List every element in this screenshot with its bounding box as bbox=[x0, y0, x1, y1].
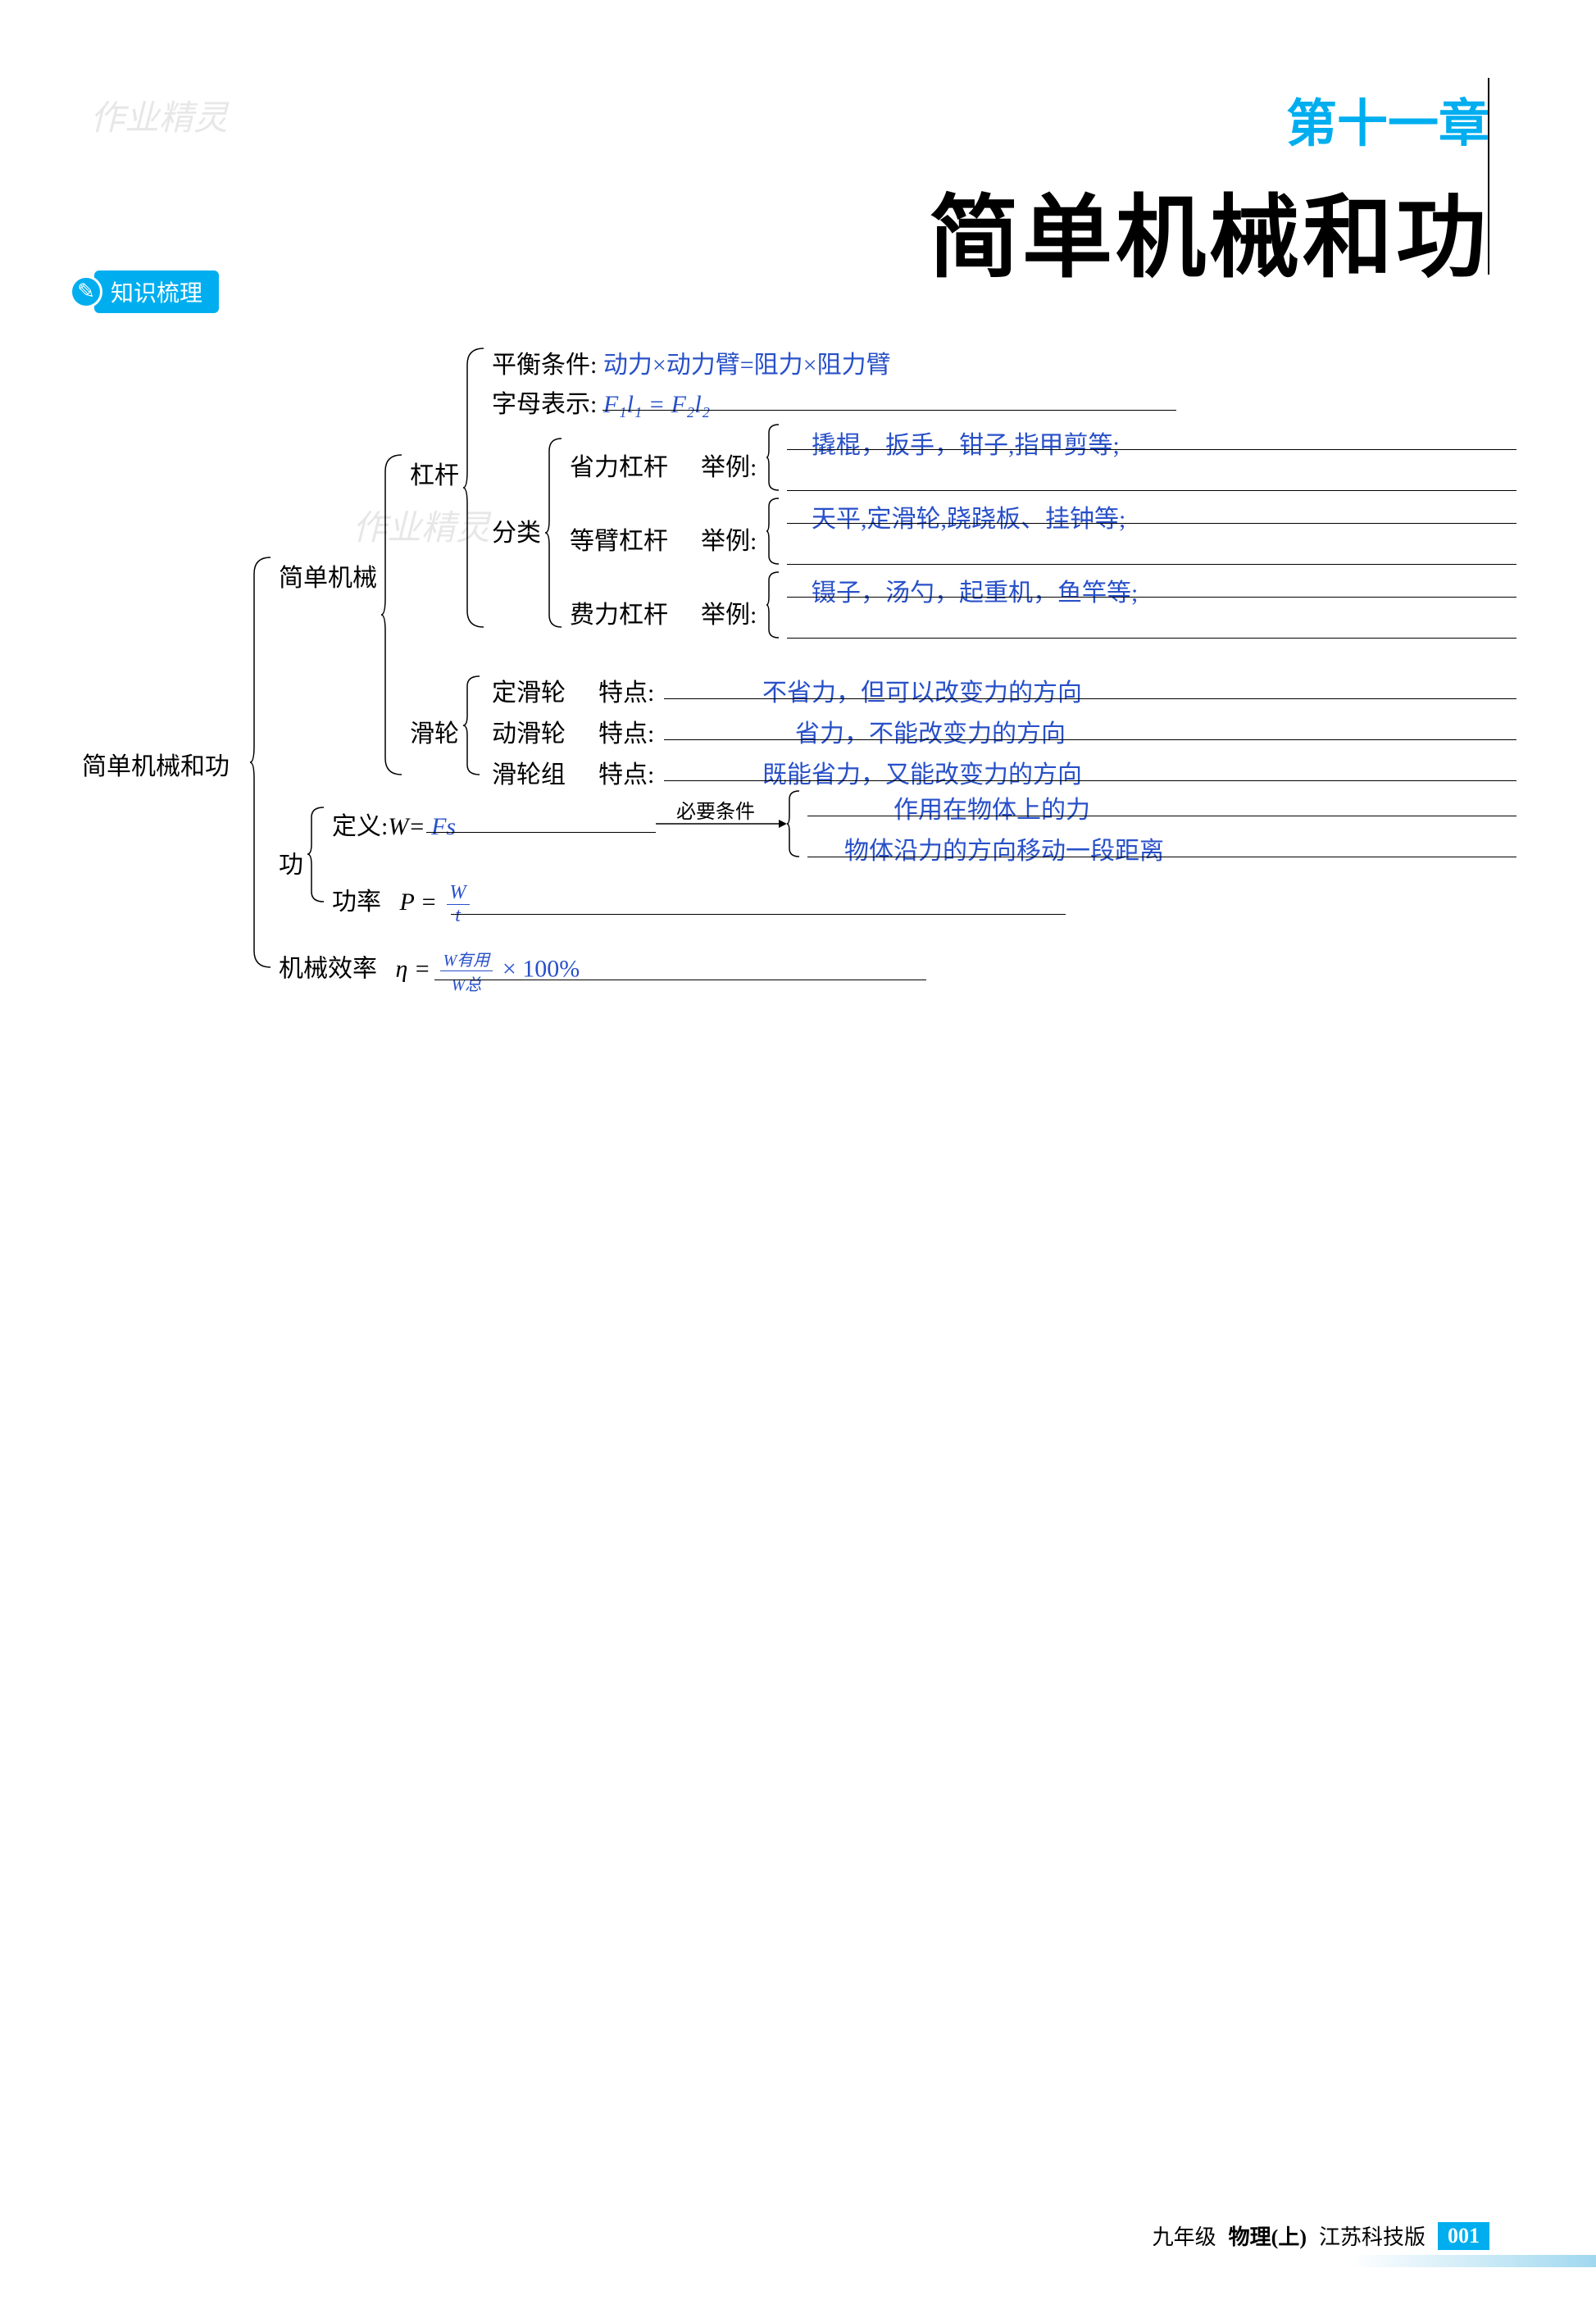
tail-text: × 100% bbox=[502, 955, 580, 982]
underline bbox=[426, 832, 656, 833]
feat-label: 特点: bbox=[598, 672, 654, 708]
label: 字母表示: F₁l₁ = F₂l₂ bbox=[492, 384, 710, 420]
underline bbox=[787, 523, 1516, 524]
arrow-icon bbox=[656, 818, 787, 830]
answer-text: 动力×动力臂=阻力×阻力臂 bbox=[603, 352, 891, 379]
watermark: 作业精灵 bbox=[90, 90, 228, 140]
fraction: W有用 W总 bbox=[440, 947, 493, 995]
numerator: W bbox=[447, 882, 470, 905]
label-text: 平衡条件: bbox=[492, 352, 597, 379]
var-text: P = bbox=[400, 889, 438, 916]
answer-text: 省力，不能改变力的方向 bbox=[795, 713, 1066, 749]
answer-text: 既能省力，又能改变力的方向 bbox=[762, 754, 1082, 790]
label: 功率 P = W t bbox=[332, 881, 473, 927]
brace-icon bbox=[766, 572, 783, 638]
answer-text: F₁l₁ = F₂l₂ bbox=[603, 391, 710, 418]
answer-text: Fs bbox=[431, 813, 456, 840]
fraction: W t bbox=[447, 882, 470, 927]
brace-icon bbox=[787, 791, 803, 857]
branch-node: 简单机械 bbox=[279, 557, 377, 593]
brace-icon bbox=[545, 439, 566, 627]
label-text: 功率 bbox=[332, 889, 381, 916]
answer-text: 撬棍，扳手，钳子,指甲剪等; bbox=[812, 425, 1120, 461]
branch-node: 功 bbox=[279, 844, 303, 880]
label: 定义:W= Fs bbox=[332, 806, 456, 842]
var-text: η = bbox=[396, 955, 431, 982]
pencil-icon: ✎ bbox=[70, 275, 102, 308]
denominator: t bbox=[452, 905, 464, 927]
ex-label: 举例: bbox=[701, 447, 757, 483]
ex-label: 举例: bbox=[701, 520, 757, 557]
brace-icon bbox=[766, 498, 783, 564]
ex-label: 举例: bbox=[701, 594, 757, 630]
underline bbox=[787, 564, 1516, 565]
label: 分类 bbox=[492, 512, 541, 548]
leaf-label: 定滑轮 bbox=[492, 672, 566, 708]
leaf-label: 等臂杠杆 bbox=[570, 520, 668, 557]
underline bbox=[451, 914, 1066, 915]
answer-text: 镊子，汤勺，起重机，鱼竿等; bbox=[812, 572, 1138, 608]
tree-diagram: 简单机械和功 简单机械 杠杆 平衡条件: 动力×动力臂=阻力×阻力臂 字母表示:… bbox=[82, 344, 1516, 943]
answer-text: 天平,定滑轮,跷跷板、挂钟等; bbox=[812, 498, 1125, 534]
underline bbox=[787, 597, 1516, 598]
brace-icon bbox=[463, 676, 484, 775]
leaf-label: 动滑轮 bbox=[492, 713, 566, 749]
feat-label: 特点: bbox=[598, 713, 654, 749]
chapter-header: 第十一章 简单机械和功 bbox=[929, 82, 1489, 295]
footer-grade: 九年级 bbox=[1153, 2220, 1216, 2251]
underline bbox=[787, 490, 1516, 491]
label-text: 定义: bbox=[332, 813, 388, 840]
section-badge: ✎ 知识梳理 bbox=[70, 270, 219, 313]
answer-text: 作用在物体上的力 bbox=[893, 789, 1090, 825]
brace-icon bbox=[463, 348, 488, 627]
answer-text: 不省力，但可以改变力的方向 bbox=[762, 672, 1082, 708]
sub-node: 杠杆 bbox=[410, 455, 459, 491]
label-text: 字母表示: bbox=[492, 391, 597, 418]
denominator: W总 bbox=[448, 971, 485, 995]
chapter-number: 第十一章 bbox=[929, 82, 1489, 156]
label-text: 机械效率 bbox=[279, 955, 377, 982]
page-footer: 九年级 物理(上) 江苏科技版 001 bbox=[1153, 2220, 1489, 2251]
underline bbox=[787, 449, 1516, 450]
leaf-label: 滑轮组 bbox=[492, 754, 566, 790]
chapter-title: 简单机械和功 bbox=[929, 164, 1489, 295]
brace-icon bbox=[250, 557, 275, 967]
brace-icon bbox=[381, 455, 406, 775]
leaf-label: 省力杠杆 bbox=[570, 447, 668, 483]
leaf-label: 费力杠杆 bbox=[570, 594, 668, 630]
underline bbox=[664, 780, 1516, 781]
underline bbox=[664, 739, 1516, 740]
branch-node: 机械效率 η = W有用 W总 × 100% bbox=[279, 947, 580, 995]
answer-text: 物体沿力的方向移动一段距离 bbox=[844, 830, 1164, 866]
var-text: W= bbox=[388, 813, 425, 840]
brace-icon bbox=[766, 425, 783, 490]
footer-decoration bbox=[1350, 2255, 1596, 2267]
underline bbox=[664, 698, 1516, 699]
label: 平衡条件: 动力×动力臂=阻力×阻力臂 bbox=[492, 344, 891, 380]
footer-page-number: 001 bbox=[1438, 2222, 1489, 2250]
section-badge-text: 知识梳理 bbox=[94, 270, 219, 313]
underline bbox=[787, 638, 1516, 639]
numerator: W有用 bbox=[440, 947, 493, 971]
brace-icon bbox=[307, 807, 328, 902]
sub-node: 滑轮 bbox=[410, 713, 459, 749]
footer-subject: 物理(上) bbox=[1229, 2220, 1307, 2251]
underline bbox=[602, 410, 1176, 411]
root-node: 简单机械和功 bbox=[82, 746, 230, 782]
feat-label: 特点: bbox=[598, 754, 654, 790]
footer-publisher: 江苏科技版 bbox=[1319, 2220, 1425, 2251]
